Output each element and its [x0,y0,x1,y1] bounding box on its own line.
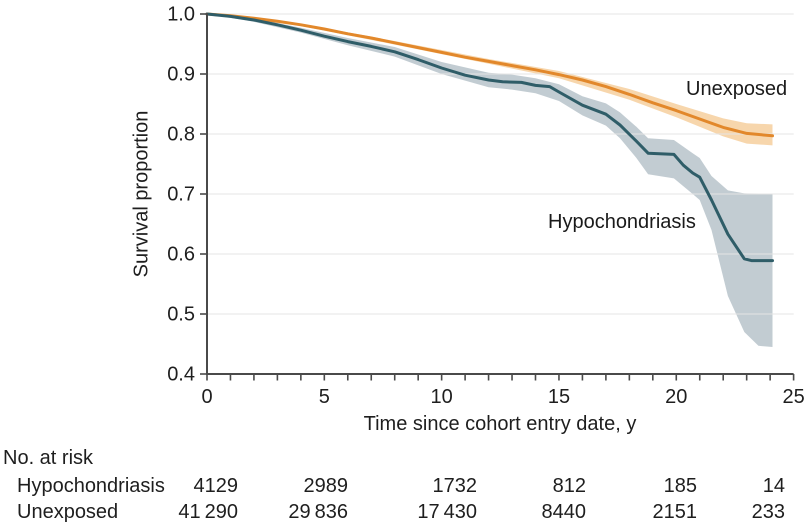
x-tick-label: 0 [201,386,212,408]
series-label-unexposed: Unexposed [686,78,788,100]
y-tick-label: 0.8 [167,124,195,146]
y-tick-label: 0.7 [167,184,195,206]
y-tick-label: 0.5 [167,304,195,326]
risk-table-title: No. at risk [3,447,94,469]
risk-value: 17 430 [417,501,477,523]
risk-value: 1732 [432,475,478,497]
x-tick-label: 15 [548,386,570,408]
x-tick-label: 20 [665,386,687,408]
y-tick-label: 0.4 [167,364,195,386]
y-axis-title: Survival proportion [130,110,153,278]
risk-value: 2989 [303,475,349,497]
risk-value: 2151 [652,501,698,523]
risk-value: 233 [751,501,785,523]
y-tick-label: 1.0 [167,4,195,26]
risk-value: 185 [663,475,697,497]
risk-row-label-unexposed: Unexposed [17,501,119,523]
risk-value: 14 [762,475,785,497]
risk-row-label-hypochondriasis: Hypochondriasis [17,475,165,497]
x-axis-title: Time since cohort entry date, y [363,413,637,435]
x-tick-label: 5 [319,386,330,408]
x-tick-label: 25 [782,386,804,408]
risk-value: 4129 [193,475,239,497]
unexposed-curve [205,12,774,138]
risk-value: 29 836 [288,501,348,523]
risk-value: 8440 [541,501,587,523]
risk-value: 41 290 [178,501,238,523]
x-tick-label: 10 [431,386,453,408]
hypochondriasis-curve [205,12,774,263]
unexposed-confidence-band [207,14,773,146]
series-label-hypochondriasis: Hypochondriasis [548,211,696,233]
y-tick-label: 0.6 [167,244,195,266]
risk-value: 812 [552,475,586,497]
y-tick-label: 0.9 [167,64,195,86]
